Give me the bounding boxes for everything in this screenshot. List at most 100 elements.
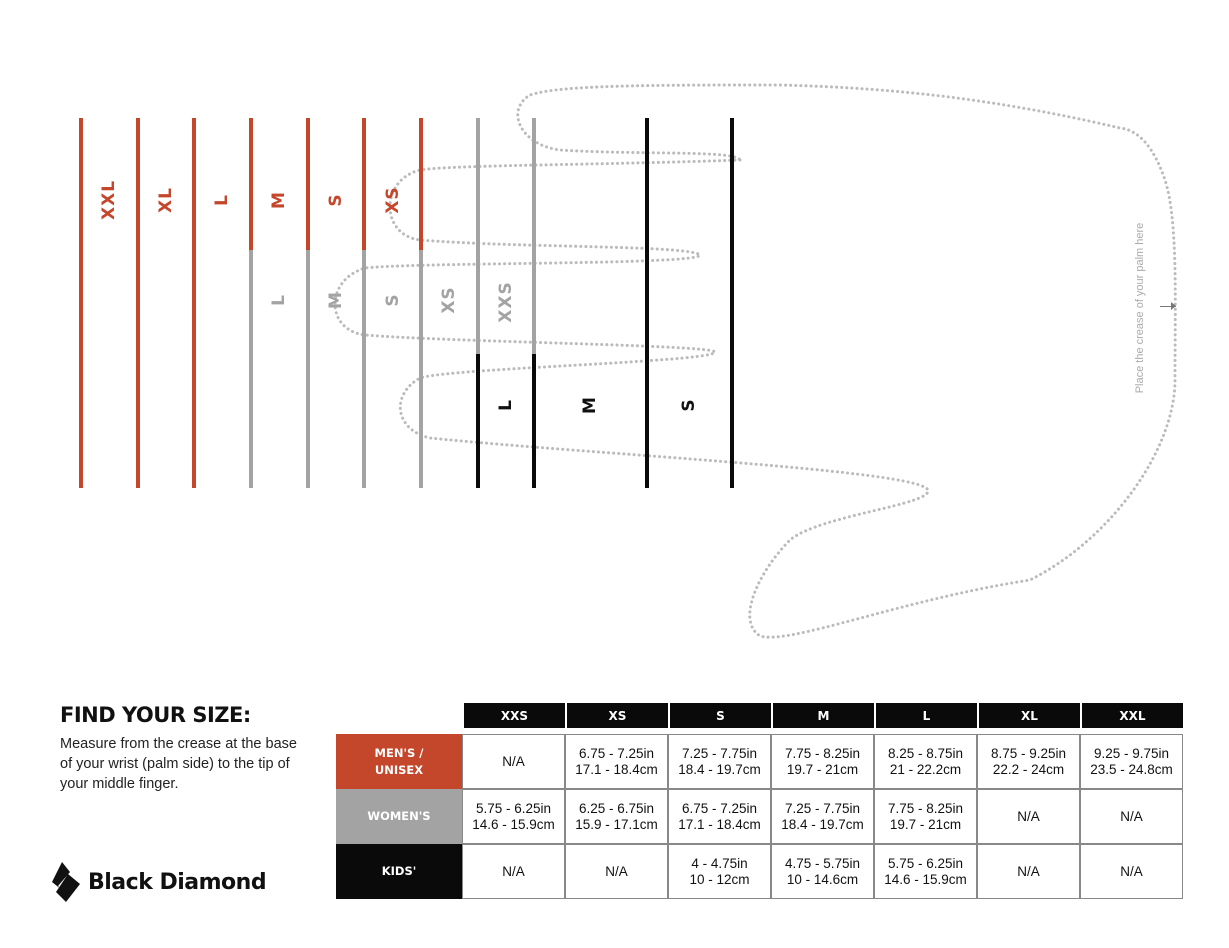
- mens-size-label: XS: [383, 186, 403, 214]
- cell-line: 10 - 12cm: [689, 871, 750, 887]
- womens-size-label: S: [383, 293, 403, 307]
- size-cell: 8.75 - 9.25in 22.2 - 24cm: [977, 734, 1080, 789]
- cell-line: N/A: [1017, 808, 1040, 824]
- mens-size-label: XL: [156, 187, 176, 213]
- ruler-line: [532, 118, 536, 354]
- row-label-line: WOMEN'S: [367, 809, 431, 823]
- size-cell: 6.75 - 7.25in 17.1 - 18.4cm: [565, 734, 668, 789]
- instructions: Measure from the crease at the base of y…: [60, 736, 297, 792]
- kids-size-label: S: [679, 398, 699, 412]
- cell-line: 4.75 - 5.75in: [784, 855, 861, 871]
- row-label-line: KIDS': [381, 864, 417, 878]
- cell-line: 19.7 - 21cm: [889, 816, 962, 832]
- cell-line: N/A: [502, 753, 525, 769]
- cell-line: 22.2 - 24cm: [992, 761, 1065, 777]
- arrow-right-icon: [1160, 306, 1176, 307]
- cell-line: 5.75 - 6.25in: [887, 855, 964, 871]
- ruler-line: [476, 118, 480, 354]
- ruler-line: [192, 118, 196, 488]
- cell-line: N/A: [1120, 808, 1143, 824]
- ruler-line: [419, 250, 423, 488]
- cell-line: N/A: [605, 863, 628, 879]
- size-cell: N/A: [977, 844, 1080, 899]
- ruler-line: [79, 118, 83, 488]
- palm-hint: Place the crease of your palm here: [1134, 222, 1146, 394]
- cell-line: 15.9 - 17.1cm: [575, 816, 658, 832]
- size-cell: 4 - 4.75in 10 - 12cm: [668, 844, 771, 899]
- cell-line: 7.75 - 8.25in: [784, 745, 861, 761]
- size-cell: 6.75 - 7.25in 17.1 - 18.4cm: [668, 789, 771, 844]
- size-cell: N/A: [1080, 789, 1183, 844]
- size-header: XXS: [462, 703, 565, 728]
- size-cell: N/A: [1080, 844, 1183, 899]
- cell-line: 19.7 - 21cm: [786, 761, 859, 777]
- cell-line: 6.25 - 6.75in: [578, 800, 655, 816]
- mens-size-label: S: [326, 193, 346, 207]
- size-cell: 4.75 - 5.75in 10 - 14.6cm: [771, 844, 874, 899]
- ruler-line: [136, 118, 140, 488]
- mens-size-label: L: [212, 194, 232, 206]
- cell-line: N/A: [1017, 863, 1040, 879]
- size-cell: 7.75 - 8.25in 19.7 - 21cm: [874, 789, 977, 844]
- mens-size-label: XXL: [99, 179, 119, 221]
- table-row: KIDS' N/A N/A 4 - 4.75in 10 - 12cm 4.75 - 5.7…: [336, 844, 1183, 899]
- row-label: KIDS': [336, 844, 462, 899]
- ruler-line: [645, 118, 649, 488]
- cell-line: 17.1 - 18.4cm: [678, 816, 761, 832]
- size-table: XXS XS S M L XL XXL MEN'S / UNISEX N/A 6.75…: [336, 703, 1183, 899]
- size-cell: 7.25 - 7.75in 18.4 - 19.7cm: [668, 734, 771, 789]
- ruler-line: [362, 250, 366, 488]
- cell-line: 6.75 - 7.25in: [681, 800, 758, 816]
- cell-line: 10 - 14.6cm: [786, 871, 859, 887]
- womens-size-label: L: [269, 294, 289, 306]
- brand-name: Black Diamond: [88, 869, 267, 895]
- cell-line: 21 - 22.2cm: [889, 761, 962, 777]
- table-row: WOMEN'S 5.75 - 6.25in 14.6 - 15.9cm 6.25 - …: [336, 789, 1183, 844]
- size-cell: N/A: [565, 844, 668, 899]
- size-header: M: [771, 703, 874, 728]
- row-label: MEN'S / UNISEX: [336, 734, 462, 789]
- hand-outline: [333, 83, 1177, 639]
- cell-line: 17.1 - 18.4cm: [575, 761, 658, 777]
- size-cell: 7.25 - 7.75in 18.4 - 19.7cm: [771, 789, 874, 844]
- ruler-line: [249, 118, 253, 250]
- row-label-line: UNISEX: [374, 762, 424, 777]
- cell-line: 14.6 - 15.9cm: [884, 871, 967, 887]
- size-cell: 5.75 - 6.25in 14.6 - 15.9cm: [462, 789, 565, 844]
- size-header: XS: [565, 703, 668, 728]
- cell-line: 18.4 - 19.7cm: [678, 761, 761, 777]
- cell-line: 23.5 - 24.8cm: [1090, 761, 1173, 777]
- kids-size-label: L: [496, 399, 516, 411]
- cell-line: 9.25 - 9.75in: [1093, 745, 1170, 761]
- ruler-line: [476, 354, 480, 488]
- mens-size-label: M: [269, 191, 289, 209]
- ruler-line: [419, 118, 423, 250]
- size-cell: 7.75 - 8.25in 19.7 - 21cm: [771, 734, 874, 789]
- size-cell: 9.25 - 9.75in 23.5 - 24.8cm: [1080, 734, 1183, 789]
- arrow-head-icon: [1171, 302, 1176, 310]
- size-cell: N/A: [462, 734, 565, 789]
- row-label-line: MEN'S /: [374, 745, 424, 760]
- cell-line: 4 - 4.75in: [691, 855, 748, 871]
- womens-size-label: M: [326, 291, 346, 309]
- cell-line: 7.25 - 7.75in: [681, 745, 758, 761]
- size-cell: 5.75 - 6.25in 14.6 - 15.9cm: [874, 844, 977, 899]
- diamond-logo-icon: [52, 862, 80, 902]
- cell-line: 7.25 - 7.75in: [784, 800, 861, 816]
- ruler-line: [362, 118, 366, 250]
- cell-line: 6.75 - 7.25in: [578, 745, 655, 761]
- size-cell: N/A: [462, 844, 565, 899]
- table-row: MEN'S / UNISEX N/A 6.75 - 7.25in 17.1 - 18.4…: [336, 734, 1183, 789]
- ruler-line: [249, 250, 253, 488]
- ruler-line: [730, 118, 734, 488]
- brand-logo: Black Diamond: [50, 862, 267, 902]
- size-header: L: [874, 703, 977, 728]
- size-cell: N/A: [977, 789, 1080, 844]
- ruler-line: [532, 354, 536, 488]
- womens-size-label: XS: [439, 286, 459, 314]
- cell-line: N/A: [502, 863, 525, 879]
- cell-line: 18.4 - 19.7cm: [781, 816, 864, 832]
- cell-line: 8.75 - 9.25in: [990, 745, 1067, 761]
- cell-line: 14.6 - 15.9cm: [472, 816, 555, 832]
- kids-size-label: M: [580, 396, 600, 414]
